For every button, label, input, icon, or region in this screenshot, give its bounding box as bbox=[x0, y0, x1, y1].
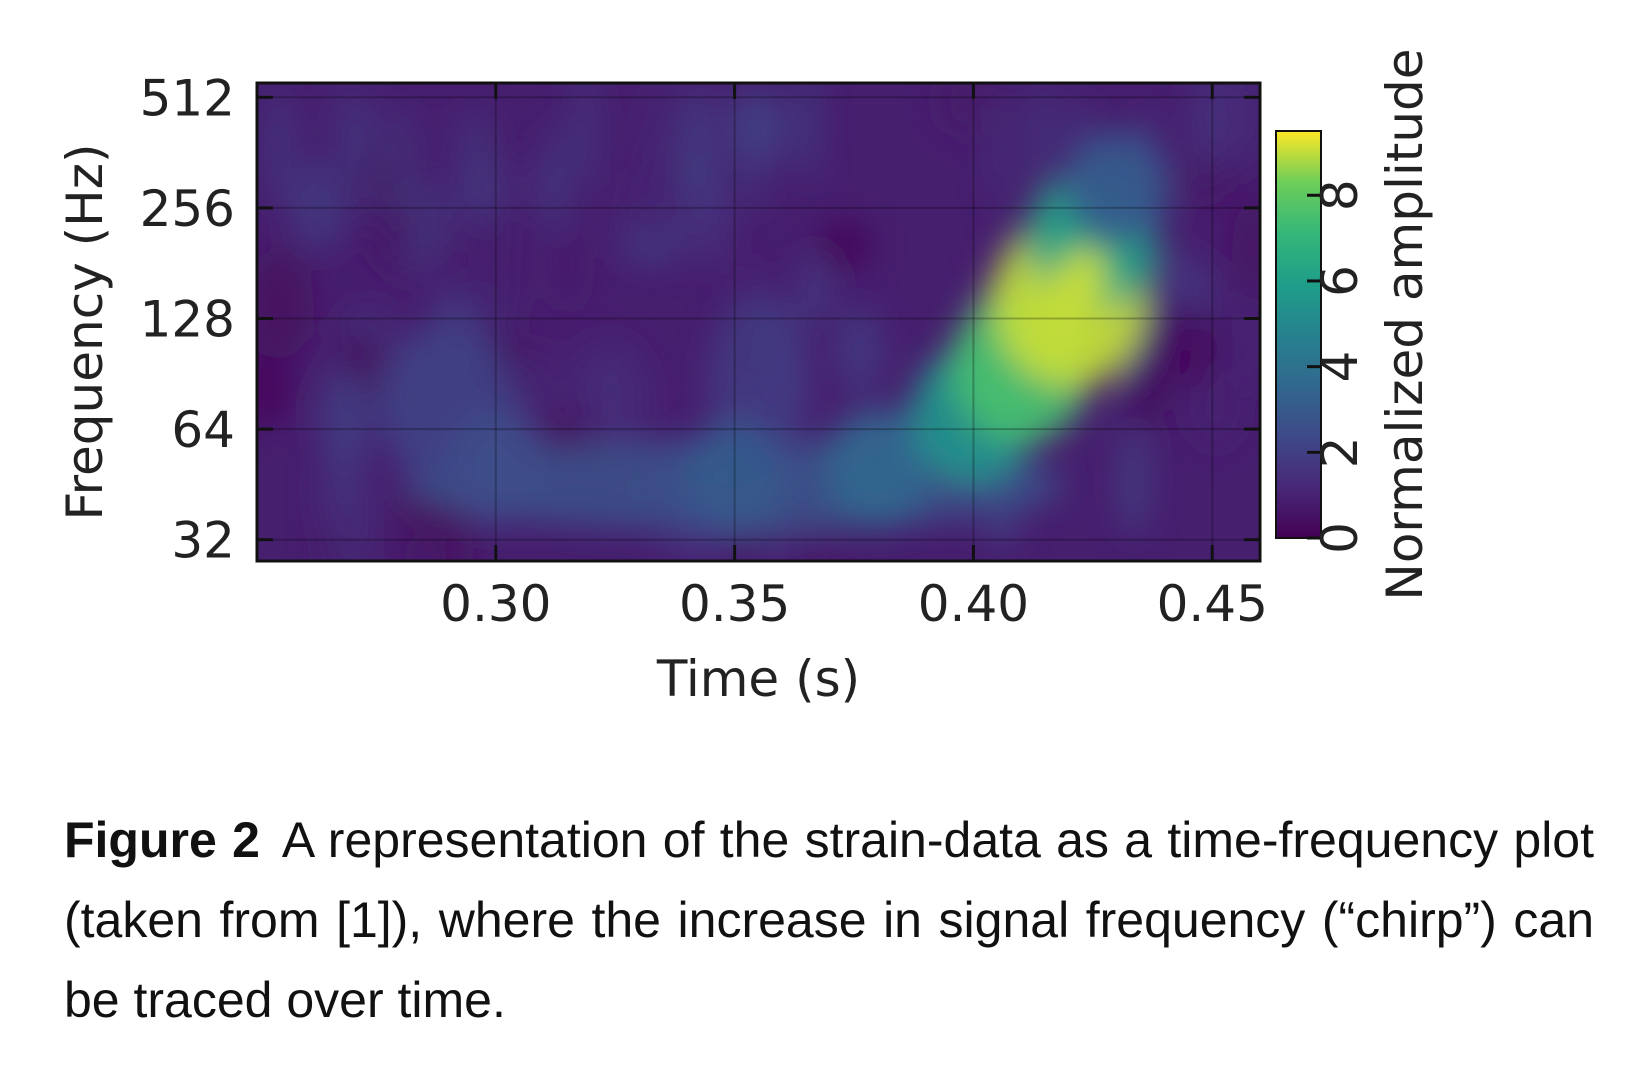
x-tick-label: 0.35 bbox=[679, 575, 790, 633]
noise-cell bbox=[1147, 306, 1221, 386]
colorbar-tick-label: 6 bbox=[1311, 265, 1369, 297]
noise-cell bbox=[391, 535, 453, 561]
colorbar-tick-label: 0 bbox=[1311, 522, 1369, 554]
noise-cell bbox=[548, 119, 565, 240]
grid bbox=[257, 83, 1260, 561]
noise-cell bbox=[747, 94, 764, 215]
x-tick-label: 0.30 bbox=[440, 575, 551, 633]
y-axis-ticks: 32 64 128 256 512 bbox=[140, 69, 1260, 570]
noise-cell bbox=[1127, 364, 1169, 429]
heatmap-cells bbox=[257, 83, 1260, 561]
colorbar-ticks: 0 2 4 6 8 bbox=[1307, 179, 1369, 554]
noise-cell bbox=[320, 434, 369, 553]
x-axis-ticks: 0.30 0.35 0.40 0.45 bbox=[440, 83, 1268, 633]
noise-cell bbox=[579, 83, 596, 190]
noise-cell bbox=[320, 366, 371, 464]
noise-cell bbox=[450, 200, 525, 321]
y-tick-label: 128 bbox=[140, 290, 235, 348]
heatmap-area bbox=[257, 83, 1260, 561]
noise-cell bbox=[262, 83, 279, 198]
x-axis-label: Time (s) bbox=[656, 650, 860, 708]
chirp-cell bbox=[445, 413, 546, 524]
noise-cell bbox=[818, 219, 872, 271]
noise-cell bbox=[392, 103, 409, 224]
noise-cell bbox=[356, 92, 373, 213]
colorbar bbox=[1275, 130, 1322, 539]
noise-cell bbox=[1119, 425, 1149, 537]
y-axis-label: Frequency (Hz) bbox=[56, 143, 114, 520]
noise-cell bbox=[257, 349, 294, 429]
colorbar-tick-label: 2 bbox=[1311, 436, 1369, 468]
x-tick-label: 0.40 bbox=[918, 575, 1029, 633]
noise-cell bbox=[1213, 297, 1260, 389]
noise-cell bbox=[1032, 83, 1049, 199]
figure-label: Figure 2 bbox=[64, 812, 260, 868]
plot-frame bbox=[255, 81, 1262, 563]
noise-cell bbox=[938, 83, 998, 137]
chirp-peak bbox=[1031, 248, 1107, 361]
noise-cell bbox=[647, 83, 664, 201]
noise-cell bbox=[797, 252, 833, 328]
noise-cell bbox=[330, 83, 347, 192]
y-tick-label: 64 bbox=[171, 401, 235, 459]
caption-text: A representation of the strain-data as a… bbox=[64, 812, 1594, 1028]
noise-cell bbox=[681, 90, 698, 211]
noise-cell bbox=[835, 307, 883, 395]
colorbar-tick-label: 8 bbox=[1311, 179, 1369, 211]
colorbar-tick-label: 4 bbox=[1311, 351, 1369, 383]
noise-cell bbox=[700, 106, 717, 227]
x-tick-label: 0.45 bbox=[1157, 575, 1268, 633]
noise-cell bbox=[1189, 363, 1241, 448]
noise-cell bbox=[800, 83, 817, 184]
noise-cell bbox=[451, 106, 468, 227]
noise-cell bbox=[552, 219, 584, 315]
noise-cell bbox=[278, 92, 295, 213]
colorbar-label: Normalized amplitude bbox=[1376, 48, 1434, 600]
noise-cell bbox=[991, 90, 1008, 211]
y-tick-label: 256 bbox=[140, 180, 235, 238]
y-tick-label: 32 bbox=[171, 512, 235, 570]
noise-cell bbox=[474, 109, 491, 230]
chirp-cell bbox=[682, 421, 787, 536]
noise-cell bbox=[291, 162, 344, 251]
y-tick-label: 512 bbox=[140, 69, 235, 127]
noise-cell bbox=[257, 248, 314, 360]
chirp-cell bbox=[823, 409, 932, 528]
noise-cell bbox=[1194, 83, 1211, 189]
noise-cell bbox=[1232, 197, 1260, 296]
chirp-cell bbox=[1064, 130, 1169, 246]
